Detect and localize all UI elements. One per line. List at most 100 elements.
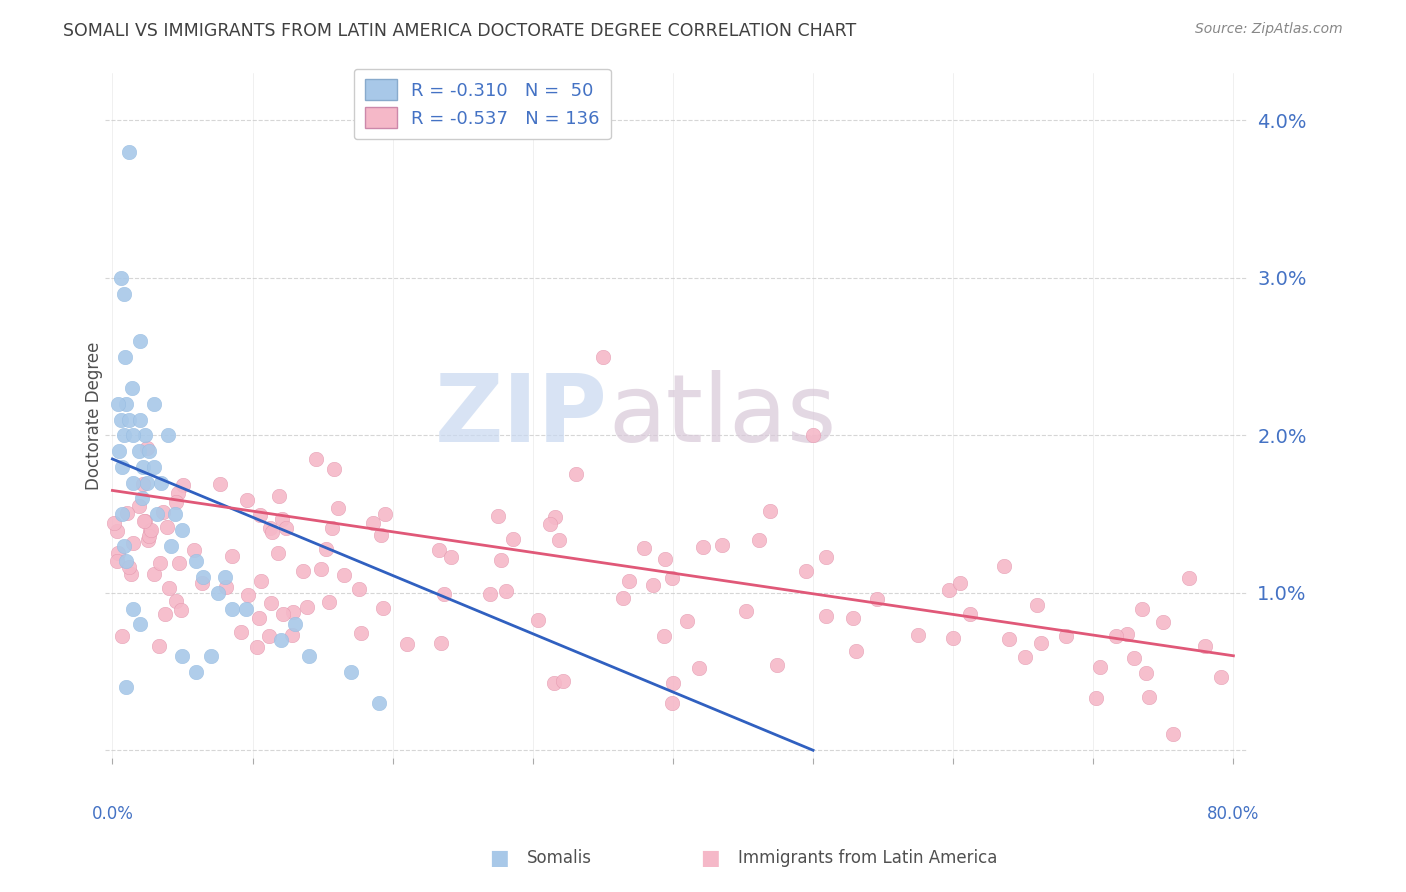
Point xyxy=(433,587,456,601)
Point xyxy=(538,516,561,531)
Point xyxy=(186,554,208,568)
Point xyxy=(107,554,129,568)
Point xyxy=(612,591,634,605)
Point xyxy=(136,533,159,547)
Point xyxy=(842,611,865,625)
Point xyxy=(1115,627,1137,641)
Point xyxy=(1014,649,1036,664)
Point xyxy=(200,648,222,663)
Point xyxy=(149,556,172,570)
Point xyxy=(249,508,271,523)
Point xyxy=(143,397,166,411)
Point xyxy=(543,676,565,690)
Point xyxy=(146,507,169,521)
Point xyxy=(235,601,257,615)
Point xyxy=(866,592,889,607)
Point xyxy=(318,595,340,609)
Point xyxy=(564,467,586,482)
Point xyxy=(815,550,838,565)
Point xyxy=(339,665,361,679)
Point xyxy=(502,532,524,546)
Point xyxy=(114,350,136,364)
Point xyxy=(121,536,143,550)
Point xyxy=(221,549,243,564)
Point xyxy=(139,524,162,539)
Point xyxy=(395,636,418,650)
Point xyxy=(1135,665,1157,680)
Point xyxy=(907,628,929,642)
Point xyxy=(270,633,292,648)
Point xyxy=(748,533,770,548)
Y-axis label: Doctorate Degree: Doctorate Degree xyxy=(86,342,103,490)
Point xyxy=(814,609,837,624)
Point xyxy=(938,582,960,597)
Point xyxy=(107,397,129,411)
Point xyxy=(315,541,337,556)
Point xyxy=(170,603,193,617)
Point xyxy=(367,696,389,710)
Point xyxy=(134,428,156,442)
Point xyxy=(183,543,205,558)
Point xyxy=(654,552,676,566)
Point xyxy=(948,576,970,591)
Point xyxy=(347,582,370,597)
Point xyxy=(993,559,1015,574)
Text: atlas: atlas xyxy=(607,369,837,462)
Legend: R = -0.310   N =  50, R = -0.537   N = 136: R = -0.310 N = 50, R = -0.537 N = 136 xyxy=(354,69,610,139)
Point xyxy=(249,574,271,588)
Point xyxy=(129,412,152,426)
Point xyxy=(139,523,162,537)
Point xyxy=(274,521,297,535)
Point xyxy=(1137,690,1160,704)
Point xyxy=(138,444,160,458)
Point xyxy=(328,501,350,516)
Point xyxy=(322,461,344,475)
Point xyxy=(110,412,132,426)
Point xyxy=(297,648,319,663)
Point xyxy=(1029,636,1052,650)
Text: ■: ■ xyxy=(700,848,720,868)
Text: Somalis: Somalis xyxy=(527,849,592,867)
Point xyxy=(427,542,450,557)
Point xyxy=(122,475,145,490)
Point xyxy=(246,640,269,655)
Point xyxy=(172,523,194,537)
Point xyxy=(661,696,683,710)
Point xyxy=(117,506,139,520)
Point xyxy=(165,594,187,608)
Point xyxy=(350,625,373,640)
Point xyxy=(262,524,284,539)
Point xyxy=(997,632,1019,646)
Point xyxy=(295,599,318,614)
Point xyxy=(214,580,236,594)
Point xyxy=(148,639,170,653)
Point xyxy=(361,516,384,531)
Point xyxy=(111,629,134,643)
Point xyxy=(128,444,150,458)
Point xyxy=(150,475,173,490)
Point xyxy=(281,628,304,642)
Point xyxy=(172,648,194,663)
Point xyxy=(129,334,152,348)
Point xyxy=(120,566,142,581)
Point xyxy=(115,554,138,568)
Point xyxy=(111,507,134,521)
Point xyxy=(548,533,571,548)
Point xyxy=(692,540,714,554)
Point xyxy=(105,524,128,538)
Point xyxy=(544,510,567,524)
Point xyxy=(111,459,134,474)
Point xyxy=(143,459,166,474)
Point xyxy=(103,516,125,530)
Point xyxy=(267,489,290,503)
Text: ■: ■ xyxy=(489,848,509,868)
Point xyxy=(121,381,143,395)
Point xyxy=(688,661,710,675)
Point xyxy=(132,477,155,491)
Point xyxy=(115,397,138,411)
Point xyxy=(1178,571,1201,585)
Point xyxy=(1088,660,1111,674)
Point xyxy=(305,452,328,467)
Point xyxy=(165,507,187,521)
Point xyxy=(845,644,868,658)
